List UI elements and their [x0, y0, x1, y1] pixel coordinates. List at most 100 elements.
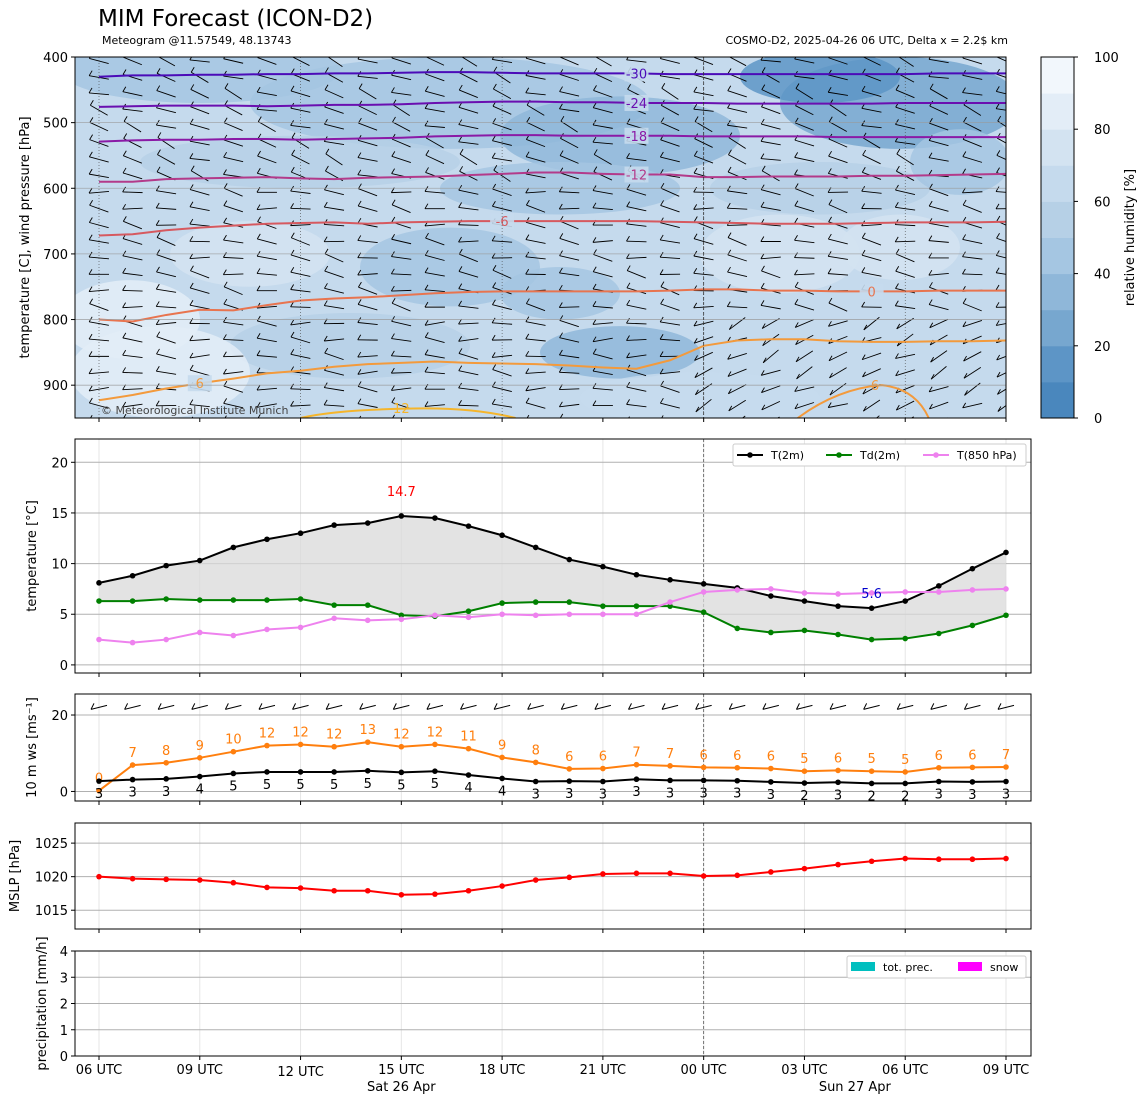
wind-barb [257, 320, 277, 327]
time-tick-label: 00 UTC [680, 1063, 726, 1078]
wind-barb-flag [88, 351, 93, 357]
series-point [969, 779, 976, 785]
wind-barb-flag [525, 350, 530, 357]
wind-barb [559, 388, 580, 390]
profile-ytick-label: 400 [43, 51, 68, 66]
wind-barb-flag [257, 133, 262, 140]
wind-barb [324, 206, 345, 211]
wind-value-label: 12 [427, 725, 444, 740]
wind-barb-flag [896, 148, 901, 155]
wind-barb-flag [928, 269, 933, 276]
colorbar-label: relative humidity [%] [1123, 169, 1138, 306]
series-point [700, 589, 707, 595]
wind-barb-flag [861, 354, 866, 360]
isotherm-label: -18 [626, 130, 647, 145]
wind-barb-flag [592, 400, 597, 406]
wind-barb [592, 305, 613, 309]
wind-barb [290, 289, 311, 293]
series-point [532, 778, 539, 785]
wind-barb [458, 270, 479, 278]
wind-barb-flag [558, 401, 563, 408]
isotherm-line [98, 288, 1006, 323]
wind-barb-flag [223, 183, 228, 189]
wind-barb-flag [492, 83, 497, 90]
wind-barb-flag [122, 285, 126, 291]
wind-barb [525, 371, 546, 374]
series-point [499, 600, 505, 606]
wind-barb-flag [761, 265, 765, 272]
wind-barb-flag [895, 370, 900, 376]
wind-barb-flag [189, 118, 194, 125]
wind-barb [660, 187, 680, 197]
wind-barb-flag [628, 703, 632, 710]
wind-barb-flag [794, 217, 799, 224]
wind-barb-flag [930, 356, 935, 363]
series-point [163, 776, 169, 782]
wind-barb [358, 286, 378, 295]
wind-barb-flag [155, 202, 160, 209]
series-point [230, 879, 237, 886]
wind-barb-flag [88, 251, 93, 258]
colorbar-segment [1041, 57, 1074, 94]
wind-barb [626, 386, 647, 392]
wind-barb [424, 272, 445, 277]
wind-barb-flag [728, 51, 731, 56]
wind-barb-flag [760, 57, 764, 61]
series-point [801, 865, 808, 872]
wind-barb [895, 270, 915, 278]
date-label: Sat 26 Apr [367, 1080, 436, 1095]
wind-value-label: 3 [700, 786, 708, 801]
wind-barb [291, 237, 310, 246]
wind-barb [256, 207, 277, 211]
mslp-ytick-label: 1015 [35, 904, 68, 919]
wind-barb [189, 59, 210, 63]
wind-barb-flag [256, 384, 261, 391]
series-point [297, 596, 304, 602]
series-point [364, 768, 371, 774]
wind-barb-flag [122, 401, 127, 408]
wind-barb-flag [761, 404, 766, 411]
wind-barb-flag [592, 348, 597, 355]
wind-barb-flag [525, 251, 530, 258]
wind-barb-flag [290, 85, 295, 92]
wind-barb-flag [660, 281, 665, 287]
wind-barb [292, 704, 309, 710]
wind-barb-flag [122, 216, 127, 222]
wind-barb [728, 384, 747, 395]
wind-barb-flag [424, 401, 429, 407]
wind-barb [526, 303, 546, 312]
series-point [868, 780, 875, 787]
wind-barb [358, 303, 378, 311]
isotherm-label: -24 [626, 97, 647, 112]
wind-value-label: 5 [229, 779, 237, 794]
wind-barb [895, 240, 916, 243]
colorbar-tick-label: 80 [1094, 123, 1111, 138]
series-point [835, 591, 841, 597]
wind-value-label: 5 [800, 752, 808, 767]
wind-barb-flag [559, 150, 564, 156]
wind-barb [627, 270, 646, 279]
wind-barb [828, 138, 848, 148]
wind-barb-flag [828, 355, 833, 361]
wind-barb [290, 107, 311, 113]
legend-marker [836, 452, 842, 458]
wind-barb-flag [794, 386, 799, 392]
wind-barb [458, 106, 479, 114]
wind-barb-flag [88, 168, 93, 175]
wind-barb-flag [491, 334, 496, 341]
wind-value-label: 2 [800, 789, 808, 804]
wind-barb [997, 704, 1015, 710]
wind-barb [626, 354, 647, 359]
wind-value-label: 3 [968, 788, 976, 803]
wind-barb [122, 108, 143, 112]
series-point [465, 887, 472, 894]
wind-barb [760, 206, 781, 211]
wind-barb-flag [761, 67, 766, 73]
wind-barb-flag [89, 99, 94, 106]
wind-barb [794, 58, 815, 64]
wind-barb-flag [157, 149, 161, 155]
wind-barb-flag [189, 236, 194, 242]
wind-barb [762, 349, 779, 364]
wind-barb-flag [493, 703, 498, 710]
series-point [566, 556, 573, 563]
